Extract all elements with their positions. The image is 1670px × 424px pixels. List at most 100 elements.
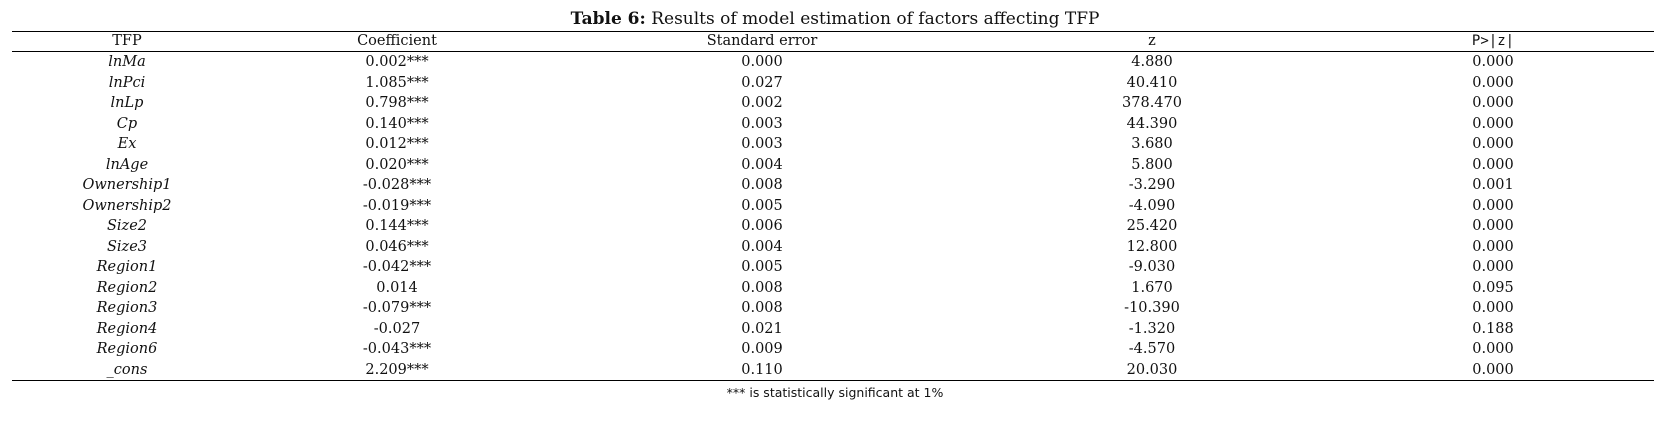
cell-z: 20.030 — [972, 359, 1332, 381]
table-title: Results of model estimation of factors a… — [651, 9, 1100, 29]
cell-variable: Ownership2 — [82, 197, 172, 214]
cell-standard-error: 0.008 — [741, 279, 783, 296]
cell-coefficient: 0.046*** — [365, 238, 429, 255]
cell-variable: Cp — [116, 115, 138, 132]
cell-z: 4.880 — [1131, 54, 1173, 70]
cell-variable: Region2 — [96, 279, 158, 296]
cell-variable: lnAge — [105, 156, 149, 173]
column-header-standard-error: Standard error — [552, 31, 972, 52]
cell-p-value: 0.000 — [1472, 156, 1514, 173]
cell-standard-error: 0.027 — [741, 74, 783, 91]
cell-standard-error: 0.002 — [741, 95, 783, 111]
table-row: lnMa 0.002*** 0.000 4.880 0.000 — [12, 52, 1654, 73]
cell-p-value: 0.000 — [1472, 259, 1514, 275]
cell-p-value: 0.000 — [1472, 197, 1514, 214]
cell-variable: _cons — [12, 359, 242, 381]
table-row: Region2 0.014 0.008 1.670 0.095 — [12, 278, 1654, 299]
cell-variable: lnLp — [110, 95, 144, 111]
cell-variable: lnPci — [108, 74, 146, 91]
cell-coefficient: 1.085*** — [365, 74, 429, 91]
table-number: Table 6: — [570, 9, 646, 29]
table-row: _cons 2.209*** 0.110 20.030 0.000 — [12, 359, 1654, 381]
cell-standard-error: 0.003 — [741, 136, 783, 152]
cell-z: -4.570 — [1128, 341, 1176, 357]
cell-p-value: 0.000 — [1472, 341, 1514, 357]
cell-standard-error: 0.008 — [741, 177, 783, 193]
cell-variable: Region1 — [96, 259, 158, 275]
column-header-coefficient: Coefficient — [242, 31, 552, 52]
cell-coefficient: -0.019*** — [362, 197, 432, 214]
cell-z: -4.090 — [1128, 197, 1176, 214]
column-header-z: z — [972, 31, 1332, 52]
cell-z: 12.800 — [1126, 238, 1178, 255]
cell-p-value: 0.000 — [1472, 218, 1514, 234]
cell-p-value: 0.000 — [1472, 115, 1514, 132]
cell-coefficient: 0.012*** — [365, 136, 429, 152]
cell-standard-error: 0.009 — [741, 341, 783, 357]
table-row: Ex 0.012*** 0.003 3.680 0.000 — [12, 134, 1654, 155]
cell-standard-error: 0.005 — [741, 259, 783, 275]
header-row: TFP Coefficient Standard error z P>|z| — [12, 31, 1654, 52]
cell-z: 378.470 — [1122, 95, 1182, 111]
cell-standard-error: 0.004 — [741, 238, 783, 255]
cell-variable: Ownership1 — [82, 177, 172, 193]
cell-p-value: 0.000 — [1472, 74, 1514, 91]
cell-variable: Size2 — [106, 218, 148, 234]
cell-p-value: 0.000 — [1472, 54, 1514, 70]
table-row: lnAge 0.020*** 0.004 5.800 0.000 — [12, 155, 1654, 176]
cell-variable: Region4 — [96, 320, 158, 337]
cell-standard-error: 0.005 — [741, 197, 783, 214]
results-table: TFP Coefficient Standard error z P>|z| l… — [12, 31, 1654, 381]
table-row: Region6 -0.043*** 0.009 -4.570 0.000 — [12, 339, 1654, 360]
table-row: Size2 0.144*** 0.006 25.420 0.000 — [12, 216, 1654, 237]
cell-z: 25.420 — [1126, 218, 1178, 234]
cell-standard-error: 0.006 — [741, 218, 783, 234]
cell-standard-error: 0.004 — [741, 156, 783, 173]
table-body: lnMa 0.002*** 0.000 4.880 0.000 lnPci 1.085***… — [12, 52, 1654, 381]
cell-coefficient: 0.144*** — [365, 218, 429, 234]
cell-z: 3.680 — [1131, 136, 1173, 152]
cell-p-value: 0.095 — [1472, 279, 1514, 296]
table-row: Region3 -0.079*** 0.008 -10.390 0.000 — [12, 298, 1654, 319]
cell-coefficient: 2.209*** — [242, 359, 552, 381]
cell-p-value: 0.001 — [1472, 177, 1514, 193]
cell-z: -1.320 — [1128, 320, 1176, 337]
cell-p-value: 0.000 — [1472, 300, 1514, 316]
cell-coefficient: -0.027 — [373, 320, 421, 337]
cell-variable: Size3 — [106, 238, 148, 255]
cell-z: 5.800 — [1131, 156, 1173, 173]
cell-standard-error: 0.008 — [741, 300, 783, 316]
cell-z: 1.670 — [1131, 279, 1173, 296]
cell-variable: Region6 — [96, 341, 158, 357]
cell-p-value: 0.000 — [1472, 238, 1514, 255]
table-row: lnLp 0.798*** 0.002 378.470 0.000 — [12, 93, 1654, 114]
table-row: Ownership2 -0.019*** 0.005 -4.090 0.000 — [12, 196, 1654, 217]
cell-variable: Region3 — [96, 300, 158, 316]
cell-p-value: 0.188 — [1472, 320, 1514, 337]
column-header-p-value: P>|z| — [1332, 31, 1654, 52]
cell-standard-error: 0.003 — [741, 115, 783, 132]
cell-coefficient: 0.140*** — [365, 115, 429, 132]
table-row: Cp 0.140*** 0.003 44.390 0.000 — [12, 114, 1654, 135]
cell-z: -10.390 — [1124, 300, 1180, 316]
cell-standard-error: 0.021 — [741, 320, 783, 337]
cell-z: -9.030 — [1128, 259, 1176, 275]
column-header-tfp: TFP — [12, 31, 242, 52]
table-row: Region1 -0.042*** 0.005 -9.030 0.000 — [12, 257, 1654, 278]
cell-coefficient: 0.014 — [376, 279, 418, 296]
cell-coefficient: -0.042*** — [362, 259, 432, 275]
cell-p-value: 0.000 — [1332, 359, 1654, 381]
cell-z: 44.390 — [1126, 115, 1178, 132]
cell-coefficient: 0.020*** — [365, 156, 429, 173]
cell-variable: Ex — [117, 136, 137, 152]
table-row: Ownership1 -0.028*** 0.008 -3.290 0.001 — [12, 175, 1654, 196]
cell-coefficient: 0.798*** — [365, 95, 429, 111]
significance-note: *** is statistically significant at 1% — [726, 385, 944, 400]
table-row: Size3 0.046*** 0.004 12.800 0.000 — [12, 237, 1654, 258]
cell-z: -3.290 — [1128, 177, 1176, 193]
table-caption: Table 6: Results of model estimation of … — [0, 8, 1670, 30]
cell-z: 40.410 — [1126, 74, 1178, 91]
cell-standard-error: 0.110 — [552, 359, 972, 381]
cell-coefficient: -0.079*** — [362, 300, 432, 316]
cell-coefficient: 0.002*** — [365, 54, 429, 70]
